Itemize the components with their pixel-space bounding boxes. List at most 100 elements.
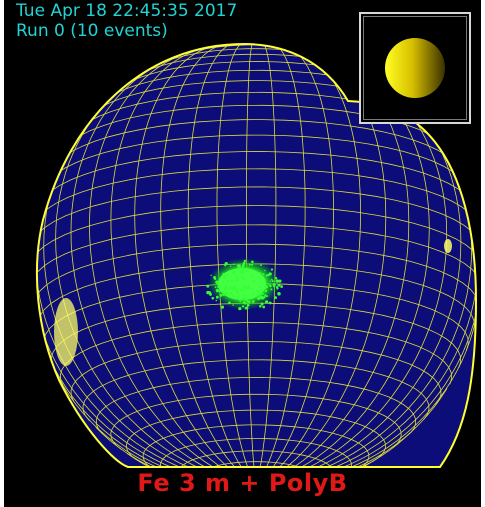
event-hit bbox=[251, 260, 254, 264]
event-hit bbox=[251, 263, 253, 266]
event-display-viewer[interactable]: Tue Apr 18 22:45:35 2017 Run 0 (10 event… bbox=[4, 0, 481, 507]
detector-sphere bbox=[35, 42, 478, 468]
event-hit bbox=[239, 270, 242, 273]
event-hit bbox=[215, 295, 219, 299]
event-hit bbox=[258, 277, 261, 279]
event-hit bbox=[222, 282, 224, 285]
event-hit bbox=[242, 261, 246, 265]
event-hit bbox=[241, 265, 245, 269]
event-hit bbox=[222, 280, 224, 283]
event-hit bbox=[224, 285, 228, 288]
event-hit bbox=[239, 300, 242, 303]
event-hit bbox=[240, 289, 242, 291]
event-hit bbox=[262, 273, 265, 276]
event-hit bbox=[275, 297, 278, 299]
event-hit bbox=[270, 278, 273, 281]
configuration-caption: Fe 3 m + PolyB bbox=[137, 469, 348, 497]
event-hit bbox=[232, 294, 236, 298]
detector-pole-right bbox=[444, 239, 452, 253]
event-hit bbox=[227, 273, 230, 276]
event-hit bbox=[228, 287, 231, 290]
event-hit bbox=[269, 280, 272, 283]
event-hit bbox=[270, 268, 274, 271]
event-hit bbox=[221, 290, 224, 294]
event-hit bbox=[251, 292, 255, 295]
event-hit bbox=[233, 263, 235, 266]
event-hit bbox=[222, 292, 226, 296]
run-summary: Run 0 (10 events) bbox=[16, 21, 168, 41]
event-hit bbox=[242, 301, 246, 304]
event-hit bbox=[262, 293, 264, 295]
event-hit bbox=[268, 272, 272, 276]
event-hit bbox=[242, 296, 246, 301]
detector-pole-left bbox=[54, 298, 78, 366]
event-hit bbox=[258, 304, 262, 308]
event-hit bbox=[276, 287, 279, 290]
event-hit bbox=[271, 280, 274, 283]
event-hit bbox=[235, 277, 237, 280]
event-hit bbox=[268, 301, 272, 305]
event-hit bbox=[213, 276, 217, 279]
event-hit bbox=[252, 279, 256, 283]
event-hit bbox=[214, 286, 217, 289]
event-hit bbox=[260, 302, 264, 306]
event-hit bbox=[234, 279, 238, 282]
event-hit bbox=[243, 294, 246, 297]
event-hit bbox=[240, 269, 245, 273]
event-hit bbox=[277, 283, 281, 287]
event-hit bbox=[229, 265, 232, 267]
event-hits bbox=[206, 258, 283, 311]
event-hit bbox=[255, 290, 259, 293]
event-hit bbox=[215, 280, 219, 284]
event-hit bbox=[245, 286, 249, 290]
event-hit bbox=[223, 287, 227, 291]
event-hit bbox=[232, 286, 237, 291]
event-hit bbox=[259, 294, 262, 297]
event-hit bbox=[247, 300, 251, 304]
event-hit bbox=[243, 259, 247, 263]
event-hit bbox=[274, 277, 278, 280]
event-hit bbox=[251, 288, 254, 291]
sphere-preview-icon[interactable] bbox=[359, 12, 471, 124]
event-hit bbox=[273, 285, 275, 288]
event-hit bbox=[243, 290, 246, 293]
event-hit bbox=[258, 291, 260, 293]
event-hit bbox=[220, 305, 225, 309]
event-hit bbox=[263, 296, 266, 299]
event-hit bbox=[206, 290, 210, 295]
event-hit bbox=[232, 304, 234, 306]
event-hit bbox=[278, 279, 282, 283]
event-date: Tue Apr 18 22:45:35 2017 bbox=[16, 1, 238, 21]
event-hit bbox=[244, 306, 248, 310]
event-hit bbox=[270, 288, 273, 291]
event-hit bbox=[208, 291, 211, 293]
event-hit bbox=[250, 275, 253, 278]
event-hit bbox=[238, 306, 242, 311]
event-hit bbox=[241, 276, 244, 279]
event-hit bbox=[246, 303, 250, 307]
event-hit bbox=[218, 278, 221, 281]
event-hit bbox=[262, 305, 266, 309]
event-hit bbox=[226, 279, 230, 283]
event-hit bbox=[269, 284, 272, 288]
event-hit bbox=[256, 293, 260, 297]
event-hit bbox=[225, 274, 227, 277]
event-hit bbox=[256, 296, 261, 301]
event-hit bbox=[219, 290, 221, 293]
event-hit bbox=[229, 269, 231, 272]
event-hit bbox=[259, 272, 262, 274]
event-hit bbox=[219, 293, 223, 297]
event-hit bbox=[248, 263, 251, 266]
event-hit bbox=[237, 264, 241, 269]
event-hit bbox=[275, 279, 279, 283]
detector-3d-view[interactable] bbox=[4, 0, 481, 507]
event-hit bbox=[223, 276, 227, 280]
event-hit bbox=[264, 300, 269, 304]
event-hit bbox=[273, 283, 276, 286]
event-hit bbox=[264, 289, 268, 293]
event-hit bbox=[251, 300, 255, 303]
event-hit bbox=[260, 275, 262, 278]
event-hit bbox=[211, 296, 215, 300]
event-hit bbox=[230, 291, 233, 295]
event-hit bbox=[280, 285, 283, 288]
